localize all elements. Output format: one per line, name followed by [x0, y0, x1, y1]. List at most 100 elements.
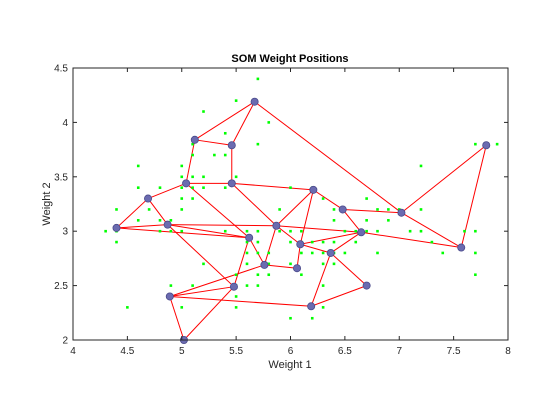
data-point — [354, 230, 357, 233]
data-point — [115, 208, 118, 211]
data-point — [246, 284, 249, 287]
neuron-marker — [166, 293, 173, 300]
data-point — [191, 154, 194, 157]
data-point — [333, 219, 336, 222]
data-point — [289, 241, 292, 244]
data-point — [170, 219, 173, 222]
data-point — [463, 230, 466, 233]
data-point — [376, 230, 379, 233]
neuron-marker — [164, 221, 171, 228]
data-point — [311, 241, 314, 244]
data-point — [289, 230, 292, 233]
data-point — [224, 230, 227, 233]
data-point — [333, 241, 336, 244]
data-point — [365, 197, 368, 200]
data-point — [246, 252, 249, 255]
y-tick-label: 3.5 — [54, 172, 68, 183]
data-point — [496, 143, 499, 146]
neuron-marker — [261, 261, 268, 268]
data-point — [235, 176, 238, 179]
data-point — [289, 186, 292, 189]
neuron-marker — [308, 303, 315, 310]
data-point — [409, 230, 412, 233]
neuron-marker — [363, 282, 370, 289]
data-point — [235, 99, 238, 102]
data-point — [235, 273, 238, 276]
data-point — [180, 197, 183, 200]
data-point — [387, 208, 390, 211]
neuron-marker — [293, 265, 300, 272]
data-point — [235, 306, 238, 309]
data-point — [224, 186, 227, 189]
plot-area — [73, 68, 508, 340]
data-point — [289, 317, 292, 320]
neuron-marker — [228, 180, 235, 187]
neuron-marker — [339, 206, 346, 213]
y-tick-label: 4 — [62, 118, 68, 129]
data-point — [300, 273, 303, 276]
neuron-marker — [246, 234, 253, 241]
data-point — [191, 197, 194, 200]
data-point — [246, 230, 249, 233]
data-point — [170, 284, 173, 287]
data-point — [376, 208, 379, 211]
data-point — [191, 284, 194, 287]
data-point — [311, 252, 314, 255]
data-point — [289, 263, 292, 266]
neuron-marker — [327, 249, 334, 256]
data-point — [278, 230, 281, 233]
data-point — [202, 263, 205, 266]
data-point — [365, 230, 368, 233]
x-tick-label: 7.5 — [447, 346, 461, 357]
data-point — [180, 176, 183, 179]
neuron-marker — [398, 209, 405, 216]
x-tick-label: 7 — [396, 346, 402, 357]
data-point — [365, 219, 368, 222]
data-point — [257, 252, 260, 255]
x-tick-label: 4 — [70, 346, 76, 357]
neuron-marker — [183, 180, 190, 187]
data-point — [246, 263, 249, 266]
data-point — [474, 252, 477, 255]
x-tick-label: 5.5 — [229, 346, 243, 357]
neuron-marker — [310, 186, 317, 193]
x-tick-label: 5 — [179, 346, 185, 357]
data-point — [235, 295, 238, 298]
data-point — [431, 241, 434, 244]
data-point — [322, 241, 325, 244]
data-point — [257, 143, 260, 146]
data-point — [137, 186, 140, 189]
data-point — [202, 110, 205, 113]
data-point — [126, 306, 129, 309]
data-point — [159, 230, 162, 233]
neuron-marker — [458, 244, 465, 251]
data-point — [180, 208, 183, 211]
neuron-marker — [191, 136, 198, 143]
data-point — [344, 252, 347, 255]
data-point — [137, 219, 140, 222]
data-point — [354, 241, 357, 244]
data-point — [257, 284, 260, 287]
data-point — [257, 273, 260, 276]
data-point — [267, 252, 270, 255]
data-point — [322, 252, 325, 255]
neuron-marker — [297, 241, 304, 248]
x-tick-label: 4.5 — [120, 346, 134, 357]
y-axis-label: Weight 2 — [41, 182, 53, 225]
data-point — [180, 165, 183, 168]
y-tick-label: 2.5 — [54, 281, 68, 292]
data-point — [333, 263, 336, 266]
data-point — [257, 78, 260, 81]
data-point — [311, 317, 314, 320]
x-tick-label: 6 — [288, 346, 294, 357]
x-tick-label: 8 — [505, 346, 511, 357]
x-axis-label: Weight 1 — [268, 359, 311, 371]
neuron-marker — [144, 195, 151, 202]
data-point — [333, 208, 336, 211]
data-point — [322, 263, 325, 266]
y-tick-label: 3 — [62, 227, 68, 238]
neuron-marker — [358, 229, 365, 236]
neuron-marker — [228, 142, 235, 149]
